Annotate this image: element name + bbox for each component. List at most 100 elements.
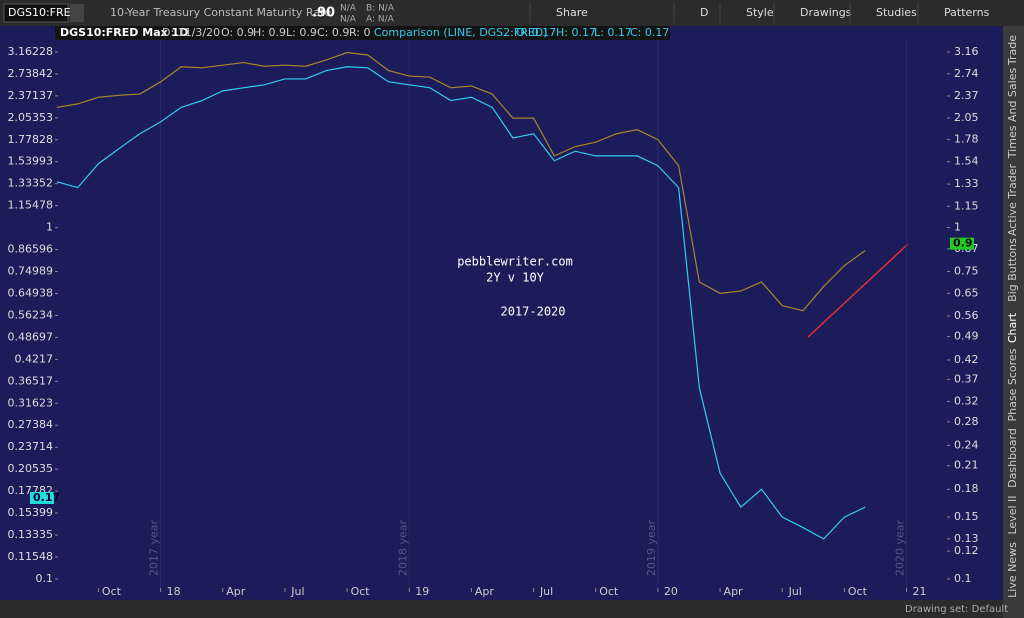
- y2-tick-label: 1: [954, 221, 961, 234]
- last-value-marker: [30, 491, 54, 504]
- y-tick-label: 0.20535: [8, 462, 54, 475]
- side-tabs: [1003, 26, 1024, 618]
- y2-tick-label: 0.21: [954, 459, 979, 472]
- y2-tick-label: 1.15: [954, 199, 979, 212]
- side-tab[interactable]: Live News: [1006, 542, 1019, 598]
- y2-tick-label: 3.16: [954, 45, 979, 58]
- symbol-box[interactable]: [3, 3, 69, 23]
- info-field: O: 0.9: [221, 26, 254, 39]
- side-tab[interactable]: Phase Scores: [1006, 348, 1019, 421]
- side-tab[interactable]: Level II: [1006, 495, 1019, 534]
- y2-tick-label: 0.13: [954, 532, 979, 545]
- y-tick-label: 0.13335: [8, 528, 54, 541]
- y-tick-label: 0.56234: [8, 308, 54, 321]
- y-tick-label: 0.1: [36, 572, 54, 585]
- y2-tick-label: 0.28: [954, 415, 979, 428]
- toolbar-button[interactable]: Style: [746, 6, 774, 19]
- y-tick-label: 1.53993: [8, 155, 54, 168]
- info-field: C: 0.9: [317, 26, 349, 39]
- info-field: L: 0.17: [594, 26, 632, 39]
- side-tab[interactable]: Dashboard: [1006, 428, 1019, 488]
- year-label: 2020 year: [894, 520, 907, 577]
- symbol-dropdown[interactable]: [70, 4, 84, 22]
- y-tick-label: 0.31623: [8, 396, 54, 409]
- side-tab[interactable]: Times And Sales: [1006, 68, 1019, 160]
- y2-tick-label: 2.74: [954, 67, 979, 80]
- x-tick-label: Apr: [226, 585, 246, 598]
- side-tab[interactable]: Trade: [1006, 35, 1019, 66]
- y2-tick-label: 0.15: [954, 510, 979, 523]
- description: 10-Year Treasury Constant Maturity Rate: [110, 6, 331, 19]
- y-tick-label: 0.64938: [8, 286, 54, 299]
- y2-tick-label: 2.05: [954, 111, 979, 124]
- y2-tick-label: 0.32: [954, 394, 979, 407]
- x-tick-label: Oct: [599, 585, 619, 598]
- y2-tick-label: 0.18: [954, 482, 979, 495]
- quote-field: B: N/A: [366, 4, 395, 14]
- last-value-label: 0.9: [953, 237, 973, 250]
- year-label: 2018 year: [396, 520, 409, 577]
- last-value-label: 0.17: [33, 491, 60, 504]
- toolbar-button[interactable]: Studies: [876, 6, 917, 19]
- y-tick-label: 0.11548: [8, 550, 54, 563]
- study-title: DGS10:FRED Max 1D: [60, 26, 188, 39]
- y-tick-label: 0.86596: [8, 243, 54, 256]
- x-tick-label: 20: [664, 585, 678, 598]
- toolbar-button[interactable]: Drawings: [800, 6, 852, 19]
- y-tick-label: 0.27384: [8, 418, 54, 431]
- footer: [0, 600, 1003, 618]
- quote-field: N/A: [340, 15, 357, 25]
- x-tick-label: 18: [167, 585, 181, 598]
- y-tick-label: 0.48697: [8, 330, 54, 343]
- x-tick-label: Apr: [475, 585, 495, 598]
- x-tick-label: Oct: [351, 585, 371, 598]
- quote-field: A: N/A: [366, 15, 395, 25]
- symbol[interactable]: DGS10:FRED: [8, 6, 79, 19]
- side-tab[interactable]: Active Trader: [1006, 163, 1019, 236]
- y-tick-label: 1: [46, 221, 53, 234]
- comparison-title: Comparison (LINE, DGS2:FRED): [374, 26, 548, 39]
- quote-field: N/A: [340, 4, 357, 14]
- y-tick-label: 1.33352: [8, 177, 54, 190]
- info-field: H: 0.17: [556, 26, 596, 39]
- y2-tick-label: 0.37: [954, 372, 979, 385]
- toolbar-button[interactable]: Share: [556, 6, 588, 19]
- y-tick-label: 2.37137: [8, 89, 54, 102]
- toolbar: [0, 0, 1024, 26]
- y2-tick-label: 0.75: [954, 265, 979, 278]
- y2-tick-label: 0.24: [954, 438, 979, 451]
- y2-tick-label: 0.1: [954, 572, 972, 585]
- x-tick-label: Jul: [788, 585, 802, 598]
- info-field: D: 11/3/20: [162, 26, 220, 39]
- annotation: 2017-2020: [500, 305, 565, 319]
- x-tick-label: 21: [913, 585, 927, 598]
- side-tab[interactable]: Big Buttons: [1006, 238, 1019, 302]
- y-tick-label: 0.36517: [8, 374, 54, 387]
- y-tick-label: 1.15478: [8, 199, 54, 212]
- last-price: .90: [312, 6, 335, 21]
- y2-tick-label: 0.42: [954, 353, 979, 366]
- x-tick-label: Apr: [724, 585, 744, 598]
- toolbar-button[interactable]: Patterns: [944, 6, 990, 19]
- side-tab[interactable]: Chart: [1006, 312, 1019, 343]
- y2-tick-label: 0.56: [954, 309, 979, 322]
- y2-tick-label: 2.37: [954, 89, 979, 102]
- info-field: R: 0: [349, 26, 371, 39]
- drawing-set[interactable]: Drawing set: Default: [905, 604, 1008, 615]
- last-value-marker: [950, 237, 974, 250]
- toolbar-button[interactable]: D: [700, 6, 708, 19]
- x-tick-label: Jul: [539, 585, 553, 598]
- annotation: 2Y v 10Y: [486, 271, 545, 285]
- y-tick-label: 2.73842: [8, 67, 54, 80]
- info-bar: [370, 26, 670, 40]
- y2-tick-label: 0.12: [954, 544, 979, 557]
- y2-tick-label: 1.78: [954, 133, 979, 146]
- year-label: 2019 year: [645, 520, 658, 577]
- y-tick-label: 0.15399: [8, 506, 54, 519]
- y-tick-label: 0.23714: [8, 440, 54, 453]
- y-tick-label: 0.74989: [8, 265, 54, 278]
- info-field: C: 0.17: [630, 26, 669, 39]
- x-tick-label: Oct: [848, 585, 868, 598]
- series-line: [56, 51, 866, 312]
